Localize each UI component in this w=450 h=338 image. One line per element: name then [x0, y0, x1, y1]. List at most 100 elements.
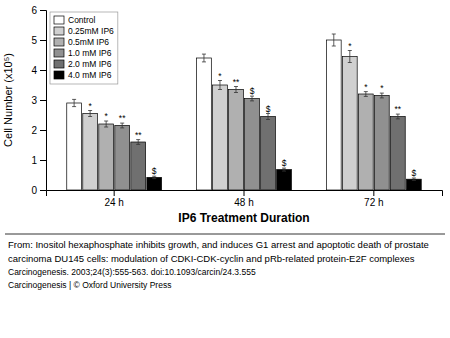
caption: From: Inositol hexaphosphate inhibits gr…: [8, 239, 429, 250]
bar: [99, 124, 114, 190]
legend-swatch: [54, 38, 64, 46]
annotation: $: [266, 104, 271, 114]
y-axis-title: Cell Number (x10⁵): [2, 53, 14, 147]
error-line: [365, 92, 366, 97]
error-line: [74, 99, 75, 106]
error-line: [284, 168, 285, 171]
legend-label: 1.0 mM IP6: [68, 48, 112, 58]
annotation: $: [412, 168, 417, 178]
annotation: *: [88, 101, 92, 111]
tick-mark: [373, 190, 374, 196]
legend-label: 0.25mM IP6: [68, 26, 114, 36]
tick: 48 h: [234, 190, 253, 208]
bar: [131, 142, 146, 190]
legend-label: 4.0 mM IP6: [68, 70, 112, 80]
tick-mark: [40, 70, 46, 71]
bar: [390, 117, 405, 191]
tick-mark: [40, 40, 46, 41]
bar: [374, 96, 389, 191]
error-line: [397, 114, 398, 119]
tick-label: 3: [31, 95, 37, 106]
tick: 24 h: [104, 190, 123, 208]
y-axis: 0123456: [31, 5, 46, 196]
legend-swatch: [54, 71, 64, 79]
error-cap: [120, 127, 124, 128]
x-axis: 24 h48 h72 h: [47, 190, 443, 208]
tick-mark: [40, 160, 46, 161]
error-line: [219, 81, 220, 90]
error-bar: [250, 96, 254, 101]
error-line: [349, 51, 350, 63]
error-bar: [72, 99, 76, 106]
tick: 2: [31, 125, 46, 136]
annotation: **: [135, 130, 142, 140]
bar: [115, 126, 130, 191]
error-cap: [88, 116, 92, 117]
legend-label: Control: [68, 15, 96, 25]
annotation: *: [380, 83, 384, 93]
tick: 5: [31, 35, 46, 46]
error-line: [252, 96, 253, 101]
axis-domain: [40, 11, 47, 191]
error-cap: [380, 97, 384, 98]
error-bar: [120, 123, 124, 128]
bar: [229, 90, 244, 191]
caption: carcinoma DU145 cells: modulation of CDK…: [8, 253, 415, 264]
tick-mark: [40, 190, 46, 191]
annotation: *: [364, 82, 368, 92]
tick-label: 2: [31, 125, 37, 136]
error-cap: [250, 100, 254, 101]
tick-label: 24 h: [104, 197, 123, 208]
separator: [5, 234, 445, 235]
tick: 1: [31, 155, 46, 166]
tick-mark: [244, 190, 245, 196]
error-cap: [202, 54, 206, 55]
series: [99, 87, 373, 191]
error-bar: [136, 140, 140, 145]
tick: 0: [31, 185, 46, 196]
error-bar: [348, 51, 352, 63]
error-bar: [152, 176, 156, 178]
error-line: [90, 111, 91, 117]
error-cap: [332, 34, 336, 35]
error-cap: [282, 171, 286, 172]
legend: Control0.25mM IP60.5mM IP61.0 mM IP62.0 …: [50, 12, 118, 84]
error-line: [333, 34, 334, 46]
error-bar: [282, 168, 286, 171]
bar: [147, 177, 162, 190]
annotation: *: [218, 71, 222, 81]
error-bar: [412, 178, 416, 180]
error-cap: [104, 127, 108, 128]
error-line: [138, 140, 139, 145]
tick-mark: [114, 190, 115, 196]
legend-swatch: [54, 49, 64, 57]
error-bar: [104, 121, 108, 127]
tick-mark: [40, 100, 46, 101]
error-bar: [364, 92, 368, 97]
annotation: **: [233, 77, 240, 87]
annotations: *********$***$**$$$: [88, 41, 416, 179]
error-cap: [218, 89, 222, 90]
error-cap: [72, 99, 76, 100]
tick: 4: [31, 65, 46, 76]
annotation: **: [119, 113, 126, 123]
annotation: *: [104, 111, 108, 121]
error-line: [268, 114, 269, 120]
annotation: *: [348, 41, 352, 51]
tick-mark: [40, 130, 46, 131]
error-line: [203, 54, 204, 62]
bar: [358, 94, 373, 190]
error-cap: [136, 144, 140, 145]
legend-frame: [50, 12, 118, 84]
series: [147, 168, 421, 190]
error-bar: [88, 111, 92, 117]
tick-label: 4: [31, 65, 37, 76]
series: [83, 51, 357, 191]
legend-swatch: [54, 60, 64, 68]
error-line: [235, 87, 236, 93]
error-bar: [266, 114, 270, 120]
tick-label: 0: [31, 185, 37, 196]
legend-swatch: [54, 16, 64, 24]
tick-mark: [40, 10, 46, 11]
error-bar: [396, 114, 400, 119]
